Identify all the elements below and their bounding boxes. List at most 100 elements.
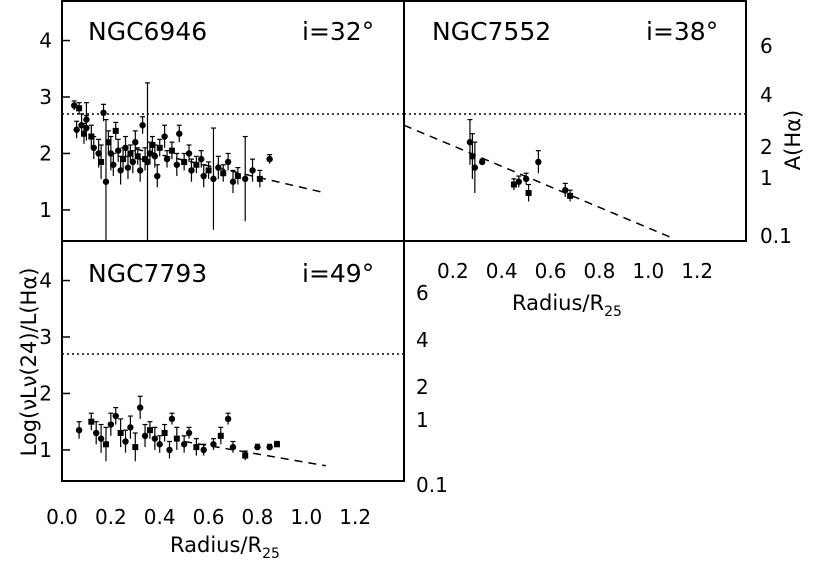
panel-frame-ngc7793 — [61, 240, 405, 482]
data-point-ngc6946 — [120, 156, 127, 163]
right-tick-label: 0.1 — [416, 473, 448, 497]
x-tick-label: 0.2 — [437, 259, 469, 283]
data-point-ngc7793 — [242, 452, 249, 459]
data-point-ngc7552 — [562, 186, 569, 194]
data-point-ngc7552 — [525, 190, 532, 196]
data-point-ngc7552 — [567, 192, 574, 199]
data-point-ngc6946 — [256, 175, 263, 182]
data-point-ngc6946 — [161, 133, 168, 140]
data-point-ngc6946 — [142, 156, 149, 163]
data-point-ngc6946 — [193, 161, 200, 168]
data-point-ngc7793 — [254, 443, 261, 451]
y-tick-label: 3 — [39, 85, 52, 109]
panel-frame-ngc7552 — [403, 0, 747, 242]
panel-title-ngc6946: NGC6946 — [88, 17, 207, 46]
x-tick-label: 1.2 — [681, 259, 713, 283]
data-point-ngc7552 — [515, 178, 523, 185]
x-tick-label: 0.2 — [95, 505, 127, 529]
x-tick-label: 0.0 — [46, 505, 78, 529]
data-point-ngc7793 — [122, 438, 129, 445]
data-point-ngc6946 — [163, 155, 171, 163]
data-point-ngc6946 — [129, 158, 137, 166]
right-tick-label: 6 — [760, 34, 773, 58]
data-point-ngc6946 — [114, 147, 122, 154]
xlabel-top-right: Radius/R25 — [512, 291, 622, 320]
data-point-ngc7552 — [469, 153, 476, 160]
y-tick-label: 2 — [39, 141, 52, 165]
data-point-ngc7793 — [107, 421, 115, 428]
data-point-ngc6946 — [117, 167, 124, 174]
data-point-ngc6946 — [102, 178, 110, 185]
data-point-ngc6946 — [80, 130, 87, 137]
data-point-ngc7793 — [168, 415, 176, 423]
data-point-ngc7552 — [522, 175, 530, 183]
data-point-ngc7793 — [185, 429, 193, 437]
x-tick-label: 1.0 — [290, 505, 322, 529]
data-point-ngc6946 — [168, 147, 175, 154]
data-point-ngc6946 — [151, 153, 159, 160]
data-point-ngc7793 — [93, 429, 100, 437]
data-point-ngc7793 — [266, 443, 273, 451]
data-point-ngc6946 — [215, 164, 222, 171]
data-point-ngc7793 — [217, 432, 224, 439]
y-tick-label: 4 — [39, 29, 52, 53]
fit-line-ngc7793 — [184, 440, 326, 467]
data-point-ngc7793 — [102, 441, 109, 448]
data-point-ngc6946 — [132, 138, 139, 146]
data-point-ngc6946 — [176, 130, 183, 137]
y-tick-label: 2 — [39, 381, 52, 405]
data-point-ngc7793 — [229, 443, 237, 451]
data-point-ngc7793 — [180, 441, 188, 448]
data-point-ngc6946 — [71, 102, 78, 109]
data-point-ngc7552 — [478, 158, 486, 166]
data-point-ngc6946 — [90, 144, 97, 152]
panel-inclination-ngc7793: i=49° — [302, 259, 374, 288]
data-point-ngc7552 — [471, 164, 479, 171]
x-tick-label: 0.6 — [535, 259, 567, 283]
data-point-ngc7793 — [88, 418, 95, 425]
data-point-ngc6946 — [224, 158, 232, 166]
panel-inclination-ngc6946: i=32° — [302, 17, 374, 46]
data-point-ngc7793 — [200, 446, 207, 454]
ylabel-left: Log(νLν(24)/L(Hα) — [17, 268, 41, 457]
data-point-ngc7793 — [273, 441, 280, 448]
right-tick-label: 2 — [760, 135, 773, 159]
data-point-ngc7793 — [112, 412, 119, 420]
data-point-ngc6946 — [110, 161, 117, 168]
data-point-ngc7793 — [224, 415, 232, 423]
panel-title-ngc7793: NGC7793 — [88, 259, 207, 288]
data-point-ngc6946 — [188, 167, 195, 174]
data-point-ngc6946 — [124, 164, 132, 171]
data-point-ngc7793 — [173, 435, 180, 442]
data-point-ngc6946 — [173, 161, 181, 168]
data-point-ngc6946 — [98, 158, 105, 165]
panel-title-ngc7552: NGC7552 — [432, 17, 551, 46]
data-point-ngc6946 — [83, 116, 90, 123]
data-point-ngc7793 — [166, 446, 173, 454]
y-tick-label: 1 — [39, 198, 52, 222]
data-point-ngc6946 — [139, 122, 146, 129]
x-tick-label: 0.4 — [486, 259, 518, 283]
right-tick-label: 6 — [416, 281, 429, 305]
data-point-ngc7552 — [466, 138, 474, 146]
data-point-ngc7793 — [156, 441, 163, 448]
fit-line-ngc7552 — [403, 124, 674, 239]
data-point-ngc6946 — [105, 139, 112, 146]
data-point-ngc6946 — [205, 167, 212, 174]
x-tick-label: 0.8 — [242, 505, 274, 529]
data-point-ngc7793 — [210, 441, 217, 448]
data-point-ngc6946 — [200, 172, 207, 180]
right-tick-label: 4 — [416, 328, 429, 352]
data-point-ngc6946 — [156, 144, 163, 151]
right-tick-label: 4 — [760, 83, 773, 107]
data-point-ngc6946 — [249, 167, 256, 174]
data-point-ngc6946 — [134, 153, 141, 160]
data-point-ngc7793 — [117, 430, 124, 436]
data-point-ngc6946 — [229, 178, 237, 185]
y-tick-label: 4 — [39, 269, 52, 293]
data-point-ngc6946 — [220, 170, 227, 177]
data-point-ngc7793 — [146, 427, 153, 434]
data-point-ngc6946 — [181, 158, 188, 165]
x-tick-label: 0.4 — [144, 505, 176, 529]
data-point-ngc6946 — [127, 150, 134, 157]
